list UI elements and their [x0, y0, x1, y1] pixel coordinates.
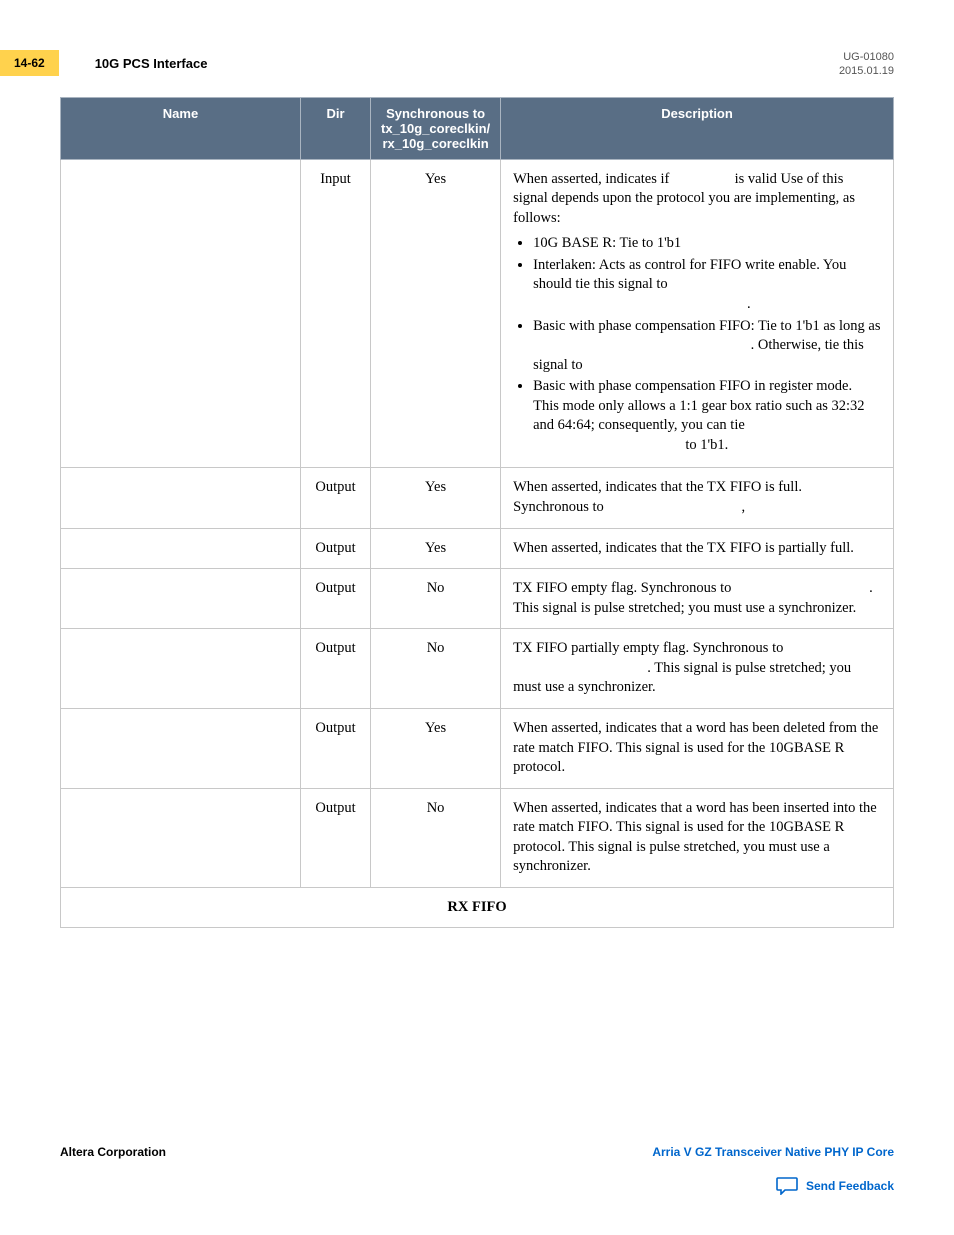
cell-dir: Output	[301, 569, 371, 629]
bullet-item: 10G BASE R: Tie to 1'b1	[533, 234, 881, 254]
col-header-dir: Dir	[301, 97, 371, 159]
cell-sync: Yes	[371, 468, 501, 528]
footer-company: Altera Corporation	[60, 1145, 166, 1159]
table-row: Input Yes When asserted, indicates if is…	[61, 159, 894, 468]
footer-product-link[interactable]: Arria V GZ Transceiver Native PHY IP Cor…	[652, 1145, 894, 1159]
cell-desc: When asserted, indicates that a word has…	[501, 788, 894, 887]
col-header-sync: Synchro­nous to tx_10g_coreclkin/ rx_10g…	[371, 97, 501, 159]
cell-dir: Output	[301, 788, 371, 887]
cell-name	[61, 528, 301, 569]
cell-dir: Output	[301, 528, 371, 569]
desc-bullets: 10G BASE R: Tie to 1'b1 Interlaken: Acts…	[533, 234, 881, 455]
cell-sync: Yes	[371, 528, 501, 569]
section-title: 10G PCS Interface	[95, 56, 208, 71]
bullet-item: Interlaken: Acts as control for FIFO wri…	[533, 256, 881, 315]
cell-sync: Yes	[371, 159, 501, 468]
section-heading-row: RX FIFO	[61, 887, 894, 928]
signal-table: Name Dir Synchro­nous to tx_10g_coreclki…	[60, 97, 894, 929]
col-header-desc: Description	[501, 97, 894, 159]
cell-desc: When asserted, indicates that the TX FIF…	[501, 528, 894, 569]
col-header-name: Name	[61, 97, 301, 159]
cell-sync: No	[371, 569, 501, 629]
cell-name	[61, 629, 301, 709]
cell-desc: When asserted, indicates that the TX FIF…	[501, 468, 894, 528]
feedback-label: Send Feedback	[806, 1179, 894, 1193]
cell-desc: TX FIFO partially empty flag. Synchronou…	[501, 629, 894, 709]
bullet-item: Basic with phase compensation FIFO in re…	[533, 377, 881, 455]
table-row: Output Yes When asserted, indicates that…	[61, 468, 894, 528]
cell-dir: Output	[301, 708, 371, 788]
cell-sync: No	[371, 788, 501, 887]
feedback-icon	[776, 1177, 798, 1195]
table-row: Output Yes When asserted, indicates that…	[61, 708, 894, 788]
cell-sync: Yes	[371, 708, 501, 788]
cell-desc: TX FIFO empty flag. Synchronous to . Thi…	[501, 569, 894, 629]
desc-intro: When asserted, indicates if is valid Use…	[513, 170, 881, 229]
cell-dir: Output	[301, 629, 371, 709]
table-row: Output No TX FIFO empty flag. Synchronou…	[61, 569, 894, 629]
cell-sync: No	[371, 629, 501, 709]
cell-name	[61, 708, 301, 788]
cell-name	[61, 159, 301, 468]
send-feedback-link[interactable]: Send Feedback	[60, 1177, 894, 1195]
doc-date: 2015.01.19	[839, 64, 894, 78]
table-row: Output No When asserted, indicates that …	[61, 788, 894, 887]
cell-dir: Input	[301, 159, 371, 468]
page-footer: Altera Corporation Arria V GZ Transceive…	[60, 1145, 894, 1195]
section-heading: RX FIFO	[61, 887, 894, 928]
table-header-row: Name Dir Synchro­nous to tx_10g_coreclki…	[61, 97, 894, 159]
cell-desc: When asserted, indicates that a word has…	[501, 708, 894, 788]
cell-name	[61, 788, 301, 887]
cell-desc: When asserted, indicates if is valid Use…	[501, 159, 894, 468]
cell-name	[61, 468, 301, 528]
bullet-item: Basic with phase compensation FIFO: Tie …	[533, 317, 881, 376]
table-row: Output Yes When asserted, indicates that…	[61, 528, 894, 569]
doc-id: UG-01080	[839, 50, 894, 64]
cell-name	[61, 569, 301, 629]
page-number-box: 14-62	[0, 50, 59, 76]
page-header: 14-62 10G PCS Interface UG-01080 2015.01…	[60, 50, 894, 79]
table-row: Output No TX FIFO partially empty flag. …	[61, 629, 894, 709]
cell-dir: Output	[301, 468, 371, 528]
